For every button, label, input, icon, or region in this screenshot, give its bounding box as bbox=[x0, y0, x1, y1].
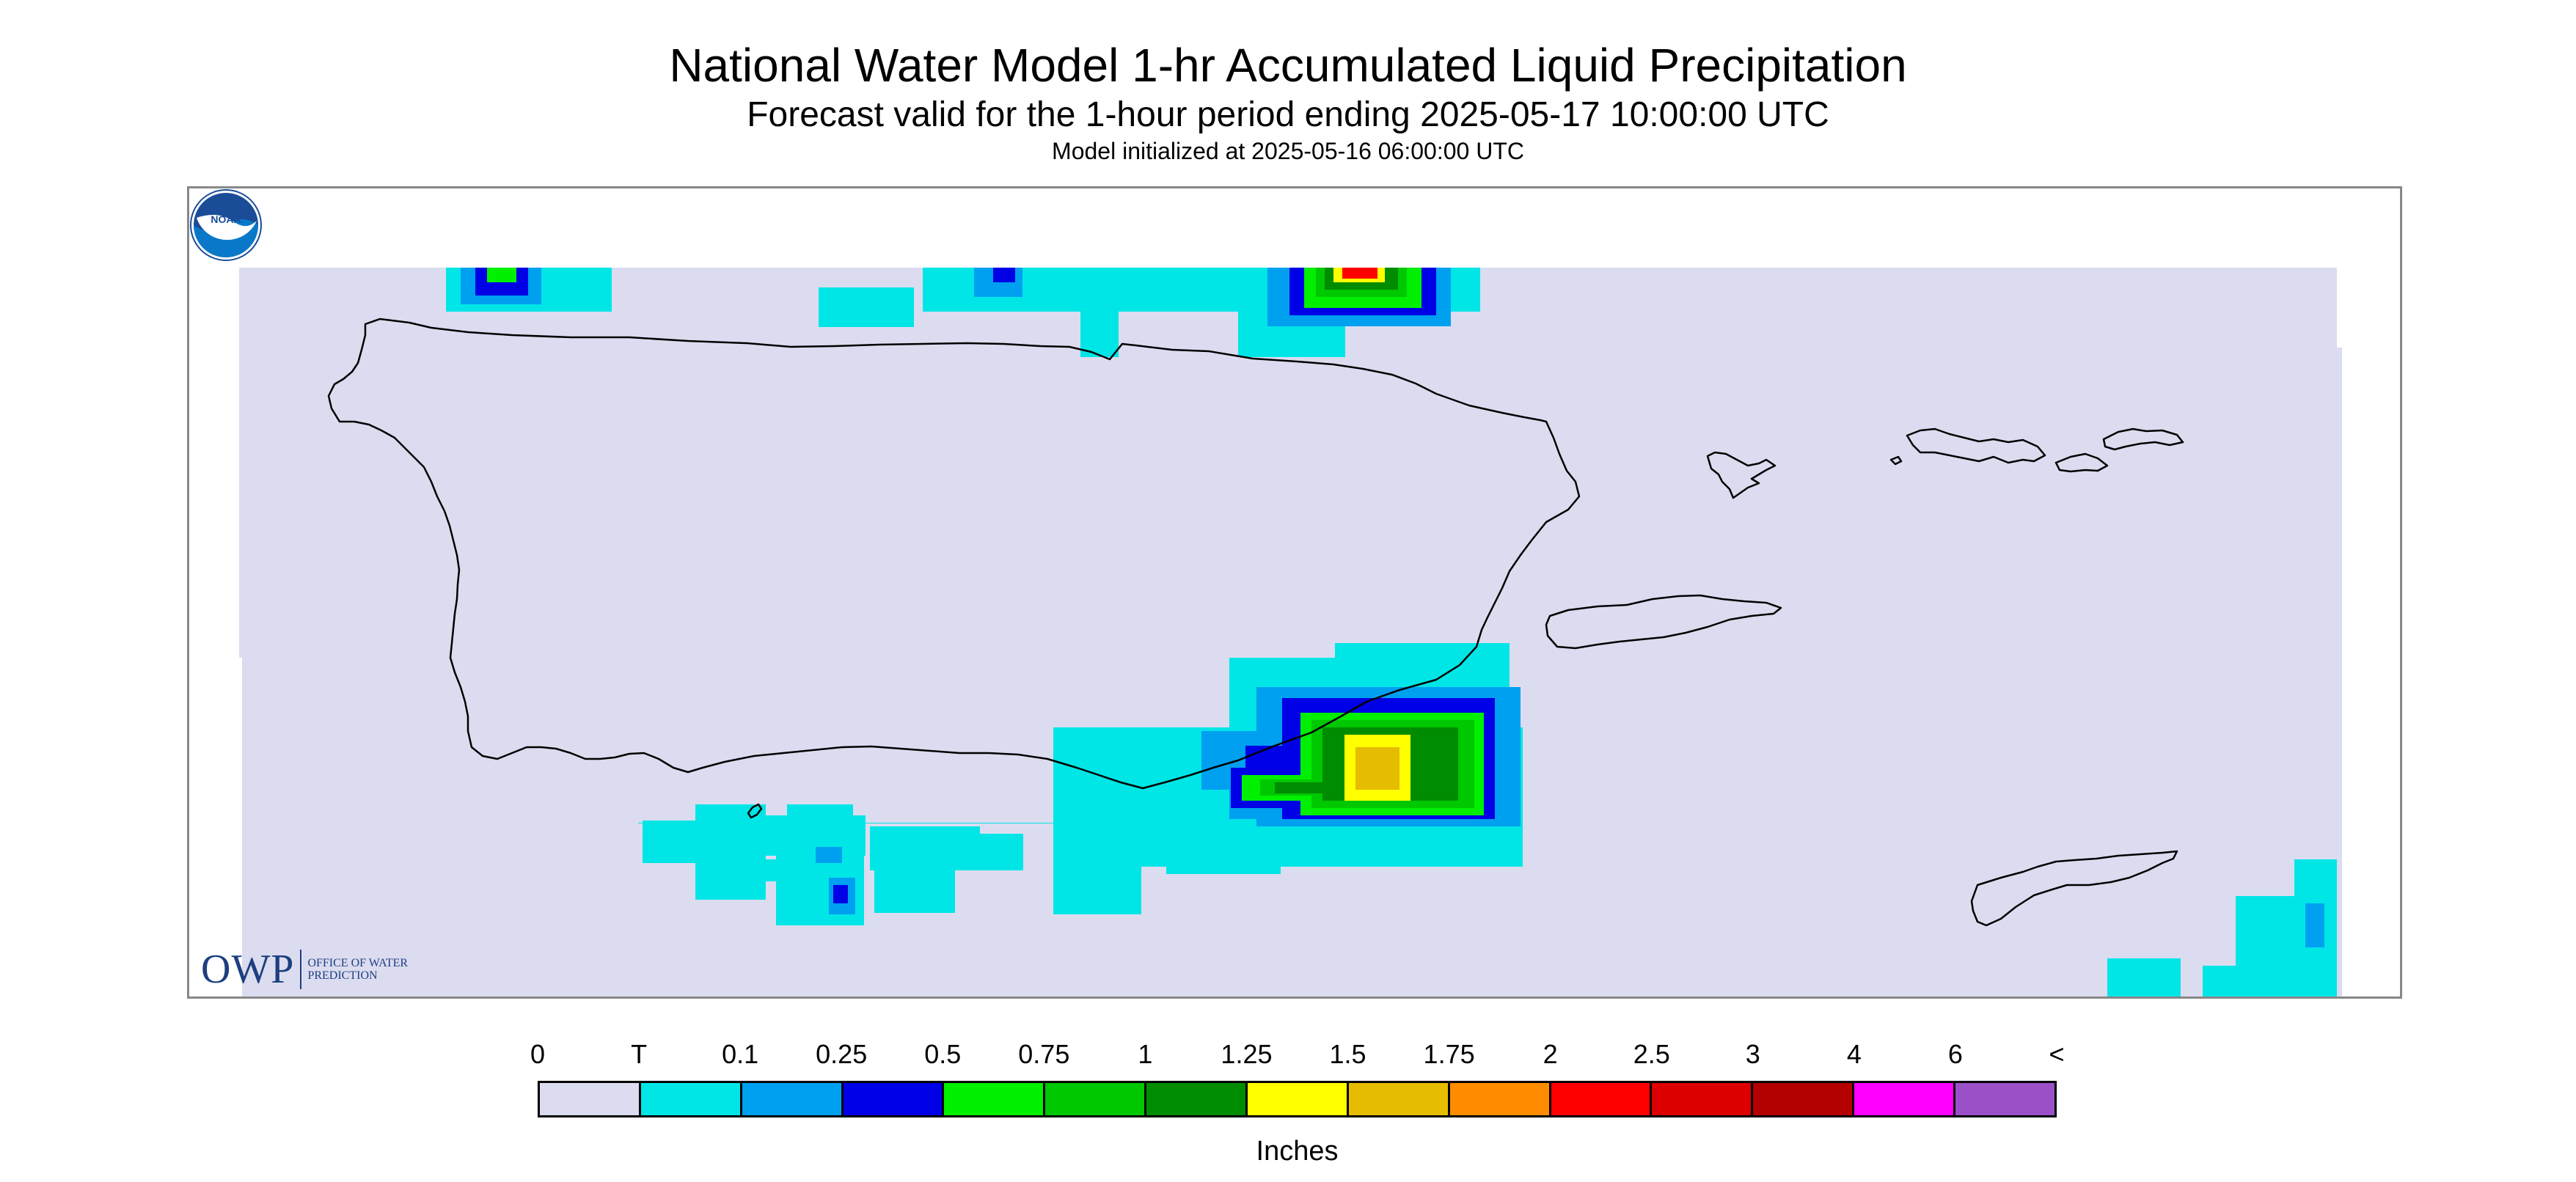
map-subtitle: Forecast valid for the 1-hour period end… bbox=[747, 95, 1829, 134]
legend-label: 2.5 bbox=[1633, 1039, 1670, 1069]
st-croix-coastline bbox=[1970, 850, 2178, 927]
legend-swatch bbox=[1146, 1083, 1248, 1115]
legend-label: 1.25 bbox=[1221, 1039, 1273, 1069]
legend-labels: 0 T 0.1 0.25 0.5 0.75 1 1.25 1.5 1.75 2 … bbox=[530, 1032, 2065, 1073]
map-canvas bbox=[239, 268, 2342, 996]
st-john-coastline bbox=[2054, 452, 2109, 473]
legend-units: Inches bbox=[1256, 1136, 1339, 1167]
precip-1-5-areas bbox=[1355, 747, 1399, 790]
legend-swatch bbox=[843, 1083, 945, 1115]
owp-logo: OWP OFFICE OF WATER PREDICTION bbox=[201, 949, 410, 990]
legend-swatch bbox=[1045, 1083, 1147, 1115]
legend-label: 1.75 bbox=[1423, 1039, 1475, 1069]
legend-label: 0.1 bbox=[722, 1039, 759, 1069]
puerto-rico-coastline bbox=[327, 317, 1581, 790]
legend-swatch bbox=[1248, 1083, 1349, 1115]
legend-swatch bbox=[1449, 1083, 1551, 1115]
legend-swatch bbox=[540, 1083, 641, 1115]
caja-de-muertos-coastline bbox=[747, 803, 763, 819]
vieques-coastline bbox=[1545, 594, 1782, 650]
legend-label: 1.5 bbox=[1329, 1039, 1366, 1069]
owp-logo-name: OFFICE OF WATER PREDICTION bbox=[307, 957, 409, 982]
tortola-coastline bbox=[2102, 427, 2184, 451]
legend-swatch bbox=[1753, 1083, 1855, 1115]
culebra-coastline bbox=[1706, 451, 1777, 499]
legend-label: 3 bbox=[1745, 1039, 1760, 1069]
model-domain-background bbox=[239, 268, 2342, 996]
owp-logo-mark: OWP bbox=[201, 947, 295, 992]
legend-color-bar bbox=[538, 1081, 2057, 1117]
legend-label: 1 bbox=[1138, 1039, 1153, 1069]
legend-swatch bbox=[1348, 1083, 1450, 1115]
legend-swatch bbox=[944, 1083, 1046, 1115]
precipitation-map: OWP OFFICE OF WATER PREDICTION NOAA bbox=[187, 186, 2402, 999]
mona-coastline bbox=[1889, 455, 1903, 466]
legend-label: 2 bbox=[1543, 1039, 1558, 1069]
legend-swatch bbox=[1652, 1083, 1754, 1115]
legend-label: 4 bbox=[1846, 1039, 1862, 1069]
st-thomas-coastline bbox=[1906, 427, 2046, 464]
legend-swatch bbox=[640, 1083, 742, 1115]
noaa-logo-text: NOAA bbox=[211, 213, 241, 225]
legend-swatch bbox=[1854, 1083, 1956, 1115]
legend-label: T bbox=[631, 1039, 648, 1069]
legend-swatch bbox=[742, 1083, 844, 1115]
precip-2-areas bbox=[1342, 268, 1377, 279]
legend-label: 0.25 bbox=[816, 1039, 868, 1069]
map-title: National Water Model 1-hr Accumulated Li… bbox=[669, 39, 1907, 92]
noaa-logo: NOAA bbox=[190, 189, 262, 261]
legend-label: < bbox=[2049, 1039, 2065, 1069]
legend-label: 0.75 bbox=[1018, 1039, 1070, 1069]
precip-legend: 0 T 0.1 0.25 0.5 0.75 1 1.25 1.5 1.75 2 … bbox=[530, 1032, 2065, 1167]
coastlines bbox=[327, 317, 2184, 927]
legend-label: 0.5 bbox=[924, 1039, 962, 1069]
owp-logo-divider bbox=[300, 950, 302, 989]
legend-label: 6 bbox=[1947, 1039, 1963, 1069]
model-init-line: Model initialized at 2025-05-16 06:00:00… bbox=[1052, 138, 1524, 164]
legend-label: 0 bbox=[530, 1039, 546, 1069]
legend-swatch bbox=[1551, 1083, 1653, 1115]
legend-swatch bbox=[1955, 1083, 2054, 1115]
